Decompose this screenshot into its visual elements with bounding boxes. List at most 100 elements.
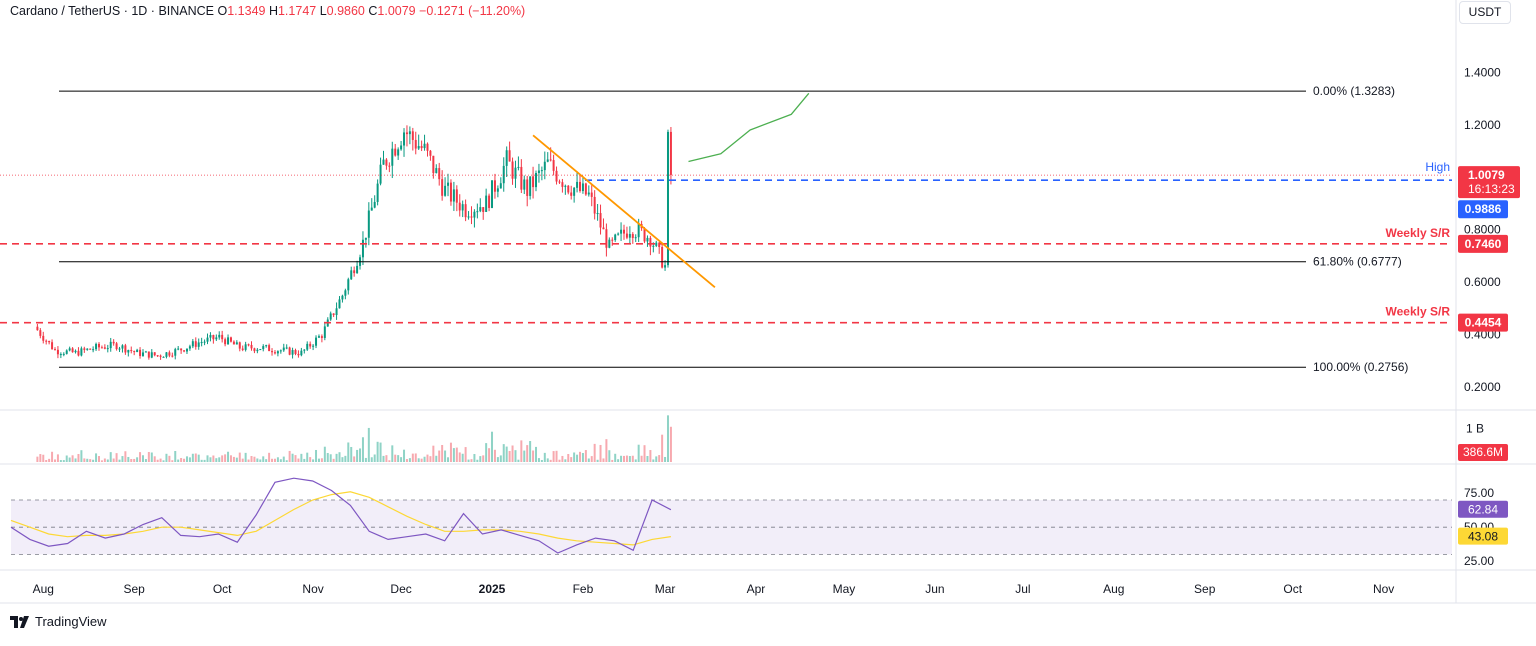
candle-body <box>476 211 479 213</box>
volume-bar <box>294 455 297 462</box>
candle-body <box>183 350 186 352</box>
candle-body <box>400 145 403 150</box>
volume-bar <box>209 457 212 462</box>
volume-bar <box>493 449 496 462</box>
candle-body <box>341 295 344 300</box>
rsi-badge-bg <box>1458 500 1508 518</box>
volume-bar <box>576 454 579 462</box>
candle-body <box>622 229 625 234</box>
volume-bar <box>229 455 232 462</box>
volume-bar <box>444 450 447 462</box>
x-tick-label: Oct <box>213 582 232 596</box>
volume-bar <box>124 451 127 462</box>
volume-bar <box>643 445 646 462</box>
candle-body <box>391 148 394 166</box>
volume-bar <box>479 456 482 462</box>
volume-bar <box>611 459 614 462</box>
volume-bar <box>197 454 200 462</box>
volume-bar <box>540 459 543 462</box>
candle-body <box>171 355 174 357</box>
candle-body <box>485 195 488 212</box>
tradingview-brand[interactable]: TradingView <box>10 614 107 629</box>
candle-body <box>165 352 168 357</box>
volume-bar <box>347 442 350 462</box>
sr-level-badge-bg <box>1458 313 1508 332</box>
candle-body <box>300 350 303 356</box>
volume-bar <box>491 431 494 462</box>
candle-body <box>109 341 112 349</box>
volume-bar <box>51 451 54 462</box>
candle-body <box>200 342 203 344</box>
candle-body <box>628 234 631 238</box>
candle-body <box>256 349 259 352</box>
candle-body <box>197 342 200 347</box>
candle-body <box>367 210 370 238</box>
candle-body <box>338 299 341 309</box>
price-tick-label: 0.2000 <box>1464 380 1501 394</box>
candle-body <box>385 159 388 166</box>
candle-body <box>625 233 628 238</box>
ohlc-change: −0.1271 (−11.20%) <box>419 4 526 18</box>
volume-bar <box>532 450 535 462</box>
volume-bar <box>256 458 259 462</box>
volume-bar <box>622 455 625 462</box>
volume-bar <box>332 458 335 462</box>
candle-body <box>464 204 467 218</box>
volume-bar <box>42 454 45 462</box>
candle-body <box>229 337 232 342</box>
candle-body <box>590 192 593 197</box>
candle-body <box>593 196 596 214</box>
volume-bar <box>388 460 391 462</box>
rsi-tick-label: 75.00 <box>1464 486 1494 500</box>
candle-body <box>127 350 130 353</box>
volume-bar <box>97 456 100 462</box>
candle-body <box>218 334 221 338</box>
volume-bar <box>59 460 62 462</box>
candle-body <box>584 183 587 195</box>
volume-bar <box>100 460 103 462</box>
volume-bar <box>139 452 142 462</box>
candle-body <box>605 229 608 248</box>
candle-body <box>320 336 323 338</box>
volume-bar <box>282 456 285 462</box>
volume-bar <box>341 457 344 462</box>
candle-body <box>59 354 62 356</box>
volume-bar <box>36 456 39 462</box>
volume-bar <box>71 455 74 462</box>
candle-body <box>130 350 133 352</box>
candle-body <box>262 346 265 350</box>
x-tick-label: Sep <box>1194 582 1216 596</box>
candle-body <box>508 150 511 162</box>
candle-body <box>36 326 39 331</box>
volume-bar <box>426 454 429 462</box>
candle-body <box>411 131 414 140</box>
volume-bar <box>661 434 664 462</box>
volume-bar <box>590 456 593 462</box>
volume-bar <box>370 457 373 462</box>
volume-bar <box>315 449 318 462</box>
volume-bar <box>470 459 473 462</box>
candle-body <box>441 179 444 196</box>
candle-body <box>403 132 406 146</box>
candle-body <box>620 229 623 234</box>
volume-bar <box>215 458 218 462</box>
candle-body <box>394 148 397 156</box>
candle-body <box>141 352 144 356</box>
candle-body <box>177 348 180 350</box>
symbol-title[interactable]: Cardano / TetherUS · 1D · BINANCE <box>10 4 215 18</box>
currency-selector[interactable]: USDT <box>1459 1 1511 24</box>
candle-body <box>558 181 561 183</box>
candle-body <box>614 234 617 241</box>
candle-body <box>347 279 350 291</box>
volume-bar <box>584 450 587 462</box>
volume-bar <box>121 456 124 462</box>
volume-bar <box>53 459 56 462</box>
volume-bar <box>655 456 658 462</box>
volume-bar <box>323 446 326 462</box>
volume-bar <box>523 450 526 462</box>
candle-body <box>499 183 502 189</box>
volume-bar <box>364 457 367 462</box>
volume-bar <box>414 453 417 462</box>
candle-body <box>602 227 605 230</box>
candle-body <box>244 344 247 350</box>
